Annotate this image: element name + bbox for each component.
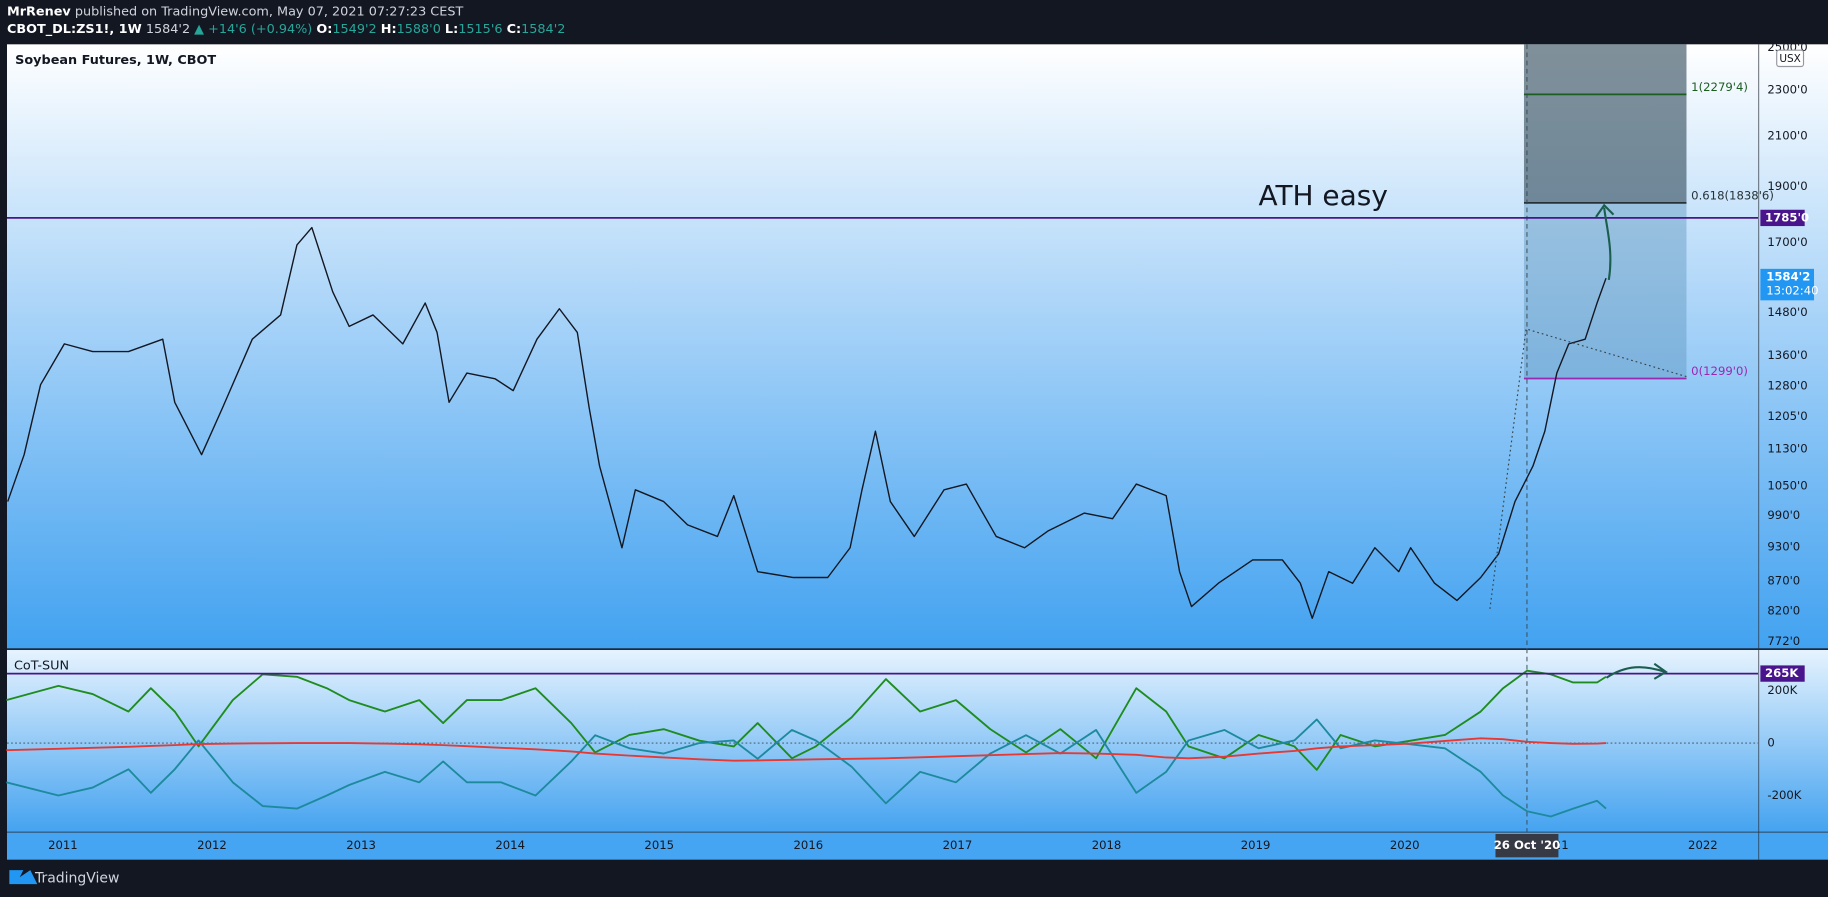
fib-zone-upper bbox=[1523, 44, 1687, 203]
arrow-up bbox=[1595, 203, 1615, 281]
y-tick-label: 2100'0 bbox=[1767, 128, 1807, 142]
y-tick-label: 1050'0 bbox=[1767, 478, 1807, 492]
x-tick-label: 2012 bbox=[197, 838, 227, 852]
low: 1515'6 bbox=[458, 22, 502, 37]
y-tick-label: 1480'0 bbox=[1767, 305, 1807, 319]
y-tick-label: 1205'0 bbox=[1767, 409, 1807, 423]
close: 1584'2 bbox=[521, 22, 565, 37]
header-line-1: MrRenev published on TradingView.com, Ma… bbox=[7, 4, 463, 19]
x-tick-label: 2022 bbox=[1688, 838, 1718, 852]
y-tick-label: -200K bbox=[1767, 788, 1801, 802]
brand: TradingView bbox=[34, 870, 119, 886]
y-tick-label: 2300'0 bbox=[1767, 82, 1807, 96]
fib-zone-lower bbox=[1523, 202, 1687, 379]
hline-label: 1785'0 bbox=[1765, 210, 1809, 224]
y-tick-label: 1900'0 bbox=[1767, 179, 1807, 193]
y-tick-label: 1360'0 bbox=[1767, 348, 1807, 362]
plot-layer: 2011 2012 2013 2014 2015 2016 2017 2018 2019 2020… bbox=[6, 40, 1819, 858]
y-tick-label: 1700'0 bbox=[1767, 235, 1807, 249]
arrow-right bbox=[1605, 662, 1668, 680]
cursor-label-box bbox=[1495, 834, 1559, 858]
y-tick-label: 870'0 bbox=[1767, 573, 1800, 587]
x-tick-label: 2015 bbox=[644, 838, 674, 852]
x-tick-label: 2016 bbox=[794, 838, 824, 852]
series-line bbox=[6, 718, 1607, 818]
header-line-2: CBOT_DL:ZS1!, 1W 1584'2 ▲ +14'6 (+0.94%)… bbox=[7, 22, 565, 37]
fib-label: 0.618(1838'6) bbox=[1691, 188, 1774, 202]
y-tick-label: 1280'0 bbox=[1767, 378, 1807, 392]
x-tick-label: 2020 bbox=[1390, 838, 1420, 852]
symbol: CBOT_DL:ZS1!, 1W bbox=[7, 22, 142, 37]
o-label: O: bbox=[316, 22, 332, 37]
high: 1588'0 bbox=[397, 22, 441, 37]
hline-label-box bbox=[1760, 665, 1805, 682]
hline-label: 265K bbox=[1765, 666, 1799, 680]
x-tick-label: 2013 bbox=[346, 838, 376, 852]
y-tick-label: 772'0 bbox=[1767, 634, 1800, 648]
y-tick-label: 930'0 bbox=[1767, 540, 1800, 554]
x-tick-label: 2019 bbox=[1241, 838, 1271, 852]
h-label: H: bbox=[381, 22, 397, 37]
trend-dotted bbox=[1489, 328, 1688, 609]
x-tick-label: 2011 bbox=[48, 838, 78, 852]
fib-label: 1(2279'4) bbox=[1691, 80, 1748, 94]
currency: USX bbox=[1779, 53, 1801, 65]
x-tick-label: 2018 bbox=[1092, 838, 1122, 852]
y-tick-label: 200K bbox=[1767, 683, 1797, 697]
fib-label: 0(1299'0) bbox=[1691, 364, 1748, 378]
series-line bbox=[7, 226, 1607, 619]
l-label: L: bbox=[445, 22, 458, 37]
chart-title: Soybean Futures, 1W, CBOT bbox=[15, 53, 216, 68]
open: 1549'2 bbox=[332, 22, 376, 37]
last-price-box bbox=[1760, 268, 1815, 301]
x-tick-label: 2017 bbox=[943, 838, 973, 852]
author: MrRenev bbox=[7, 4, 71, 19]
cursor-label: 26 Oct '20 bbox=[1494, 838, 1561, 852]
logo bbox=[9, 870, 38, 885]
last: 1584'2 bbox=[146, 22, 190, 37]
indicator-pane bbox=[6, 649, 1828, 832]
x-tick-label: 2014 bbox=[495, 838, 525, 852]
y-tick-label: 0 bbox=[1767, 736, 1774, 750]
currency-box bbox=[1776, 49, 1805, 68]
change: ▲ +14'6 (+0.94%) bbox=[194, 22, 312, 37]
countdown: 13:02:40 bbox=[1766, 284, 1818, 298]
annotation: ATH easy bbox=[1259, 179, 1388, 212]
published: published on TradingView.com, May 07, 20… bbox=[75, 4, 464, 19]
series-line bbox=[6, 737, 1607, 762]
hline-label-box bbox=[1760, 209, 1805, 227]
y-tick-label: 820'0 bbox=[1767, 603, 1800, 617]
y-tick-label: 990'0 bbox=[1767, 508, 1800, 522]
c-label: C: bbox=[507, 22, 522, 37]
y-tick-label: 1130'0 bbox=[1767, 441, 1807, 455]
indicator-title: CoT-SUN bbox=[14, 659, 69, 674]
last-price-label: 1584'2 bbox=[1766, 270, 1810, 284]
